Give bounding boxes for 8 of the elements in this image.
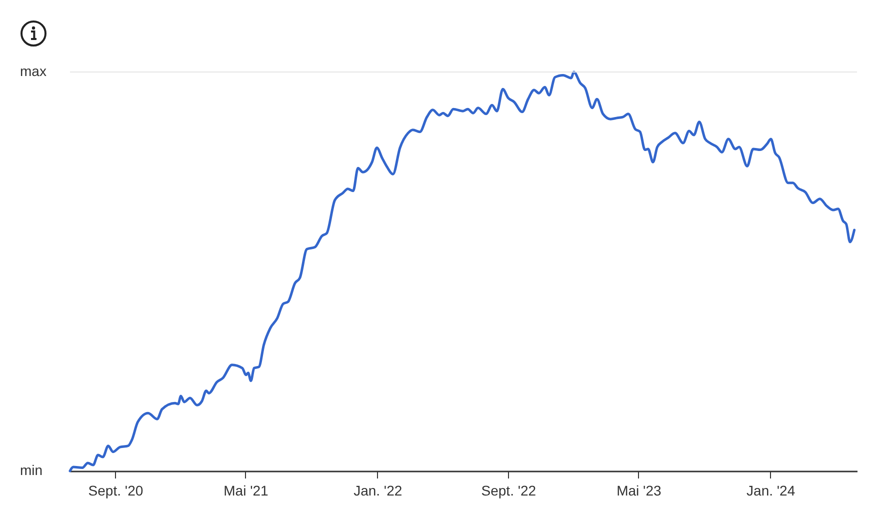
x-tick-label: Jan. '24 (746, 482, 796, 498)
x-tick-label: Jan. '22 (354, 482, 402, 498)
x-tick-label: Mai '21 (224, 482, 269, 498)
x-tick-label: Sept. '20 (88, 482, 144, 498)
x-tick-label: Mai '23 (616, 482, 662, 498)
text: max (20, 63, 46, 79)
x-tick-label: Sept. '22 (481, 482, 536, 498)
text: min (20, 462, 43, 478)
